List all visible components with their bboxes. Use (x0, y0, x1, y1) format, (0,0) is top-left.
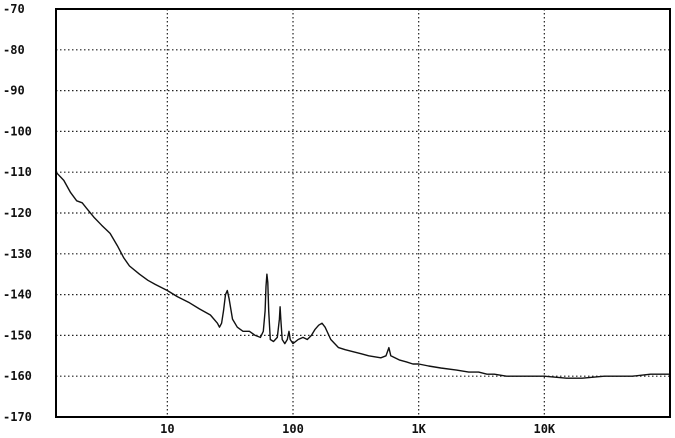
y-tick-label: -70 (3, 2, 25, 16)
y-tick-label: -110 (3, 165, 32, 179)
y-tick-label: -160 (3, 369, 32, 383)
x-tick-label: 10 (160, 422, 174, 436)
y-tick-label: -170 (3, 410, 32, 424)
x-tick-label: 10K (533, 422, 555, 436)
x-tick-label: 100 (282, 422, 304, 436)
y-tick-label: -100 (3, 124, 32, 138)
y-tick-labels: -70 -80 -90 -100 -110 -120 -130 -140 -150 -160 -17… (3, 2, 32, 424)
x-tick-label: 1K (411, 422, 426, 436)
y-tick-label: -90 (3, 84, 25, 98)
grid-lines (56, 9, 670, 417)
y-tick-label: -80 (3, 43, 25, 57)
y-tick-label: -150 (3, 328, 32, 342)
plot-frame (55, 8, 671, 418)
y-tick-label: -140 (3, 288, 32, 302)
x-tick-labels: 10 100 1K 10K (160, 422, 556, 436)
y-tick-label: -130 (3, 247, 32, 261)
series-line (55, 171, 670, 379)
series-layer (55, 171, 670, 379)
y-tick-label: -120 (3, 206, 32, 220)
